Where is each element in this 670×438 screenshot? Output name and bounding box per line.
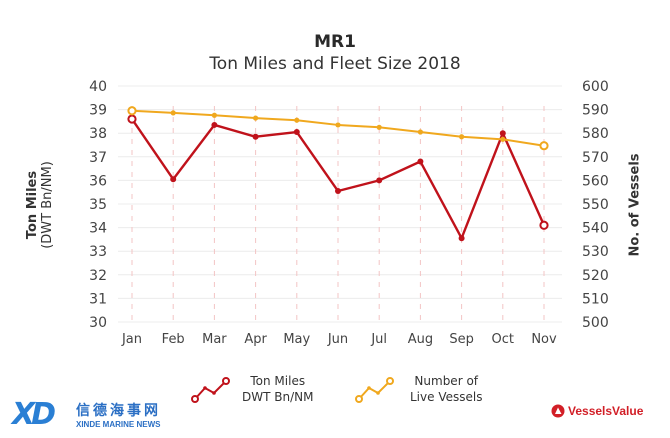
xinde-marine-news-logo: XD 信德海事网 XINDE MARINE NEWS: [12, 397, 161, 432]
data-point: [500, 136, 506, 142]
data-point: [127, 114, 137, 124]
y-left-tick-label: 39: [89, 103, 107, 119]
y-right-tick-label: 580: [582, 126, 609, 142]
data-point: [293, 129, 300, 136]
data-point: [211, 121, 218, 128]
data-point: [211, 112, 217, 118]
x-axis-ticks: Jan Feb Mar Apr May Jun Jul Aug Sep Oct Nov: [121, 332, 557, 347]
x-tick-label: Jul: [370, 332, 387, 347]
xd-logo-mark: XD: [12, 397, 56, 432]
y-left-tick-label: 37: [89, 150, 107, 166]
xinde-logo-chinese: 信德海事网: [76, 403, 161, 419]
data-point: [376, 177, 383, 184]
x-tick-label: Jun: [327, 332, 348, 347]
y-axis-right-ticks: 500 510 520 530 540 550 560 570 580 590 600: [582, 79, 609, 331]
y-right-tick-label: 520: [582, 268, 609, 284]
data-point: [417, 158, 424, 165]
x-tick-label: Aug: [408, 332, 433, 347]
data-point: [170, 176, 177, 183]
legend-ton-miles-line-icon: [191, 377, 230, 403]
y-axis-left-ticks: 30 31 32 33 34 35 36 37 38 39 40: [89, 79, 107, 331]
x-tick-label: Jan: [121, 332, 142, 347]
x-tick-label: Oct: [492, 332, 514, 347]
x-tick-label: Sep: [449, 332, 474, 347]
vesselsvalue-logo: VesselsValue: [551, 404, 643, 418]
x-tick-label: Nov: [531, 332, 557, 347]
legend-ton-miles-line2: DWT Bn/NM: [242, 390, 314, 404]
y-right-tick-label: 510: [582, 291, 609, 307]
legend-ton-miles-label: Ton Miles DWT Bn/NM: [242, 373, 313, 405]
series-ton-miles: [127, 114, 549, 242]
y-left-tick-label: 35: [89, 197, 107, 213]
data-point: [170, 110, 176, 116]
vertical-dashed-gridlines: [131, 106, 545, 322]
vesselsvalue-logo-icon: [551, 404, 565, 418]
data-point: [335, 188, 341, 195]
y-right-tick-label: 540: [582, 221, 609, 237]
y-left-tick-label: 34: [89, 221, 107, 237]
y-axis-left-title: Ton Miles (DWT Bn/NM): [25, 161, 55, 249]
y-left-tick-label: 33: [89, 244, 107, 260]
y-right-tick-label: 570: [582, 150, 609, 166]
y-left-tick-label: 32: [89, 268, 107, 284]
legend-live-vessels-line2: Live Vessels: [410, 390, 483, 404]
data-point: [539, 220, 549, 230]
y-right-tick-label: 600: [582, 79, 609, 95]
data-point: [417, 129, 423, 135]
series-live-vessels: [127, 106, 549, 151]
y-left-tick-label: 40: [89, 79, 107, 95]
y-right-tick-label: 590: [582, 103, 609, 119]
chart-subtitle: Ton Miles and Fleet Size 2018: [209, 54, 461, 74]
x-tick-label: Apr: [244, 332, 267, 347]
data-point: [539, 141, 549, 151]
legend-live-vessels-label: Number of Live Vessels: [410, 373, 482, 405]
data-point: [252, 133, 259, 140]
y-axis-left-title-line2: (DWT Bn/NM): [40, 161, 55, 249]
y-right-tick-label: 500: [582, 315, 609, 331]
gridlines: [118, 85, 562, 323]
y-left-tick-label: 30: [89, 315, 107, 331]
data-point: [459, 134, 465, 140]
x-tick-label: Mar: [202, 332, 227, 347]
data-point: [253, 115, 259, 121]
y-axis-left-title-line1: Ton Miles: [25, 170, 40, 240]
data-point: [294, 117, 300, 123]
data-point: [499, 130, 506, 137]
x-tick-label: May: [283, 332, 310, 347]
data-point: [376, 124, 382, 130]
data-point: [335, 122, 341, 128]
y-axis-right-title: No. of Vessels: [627, 153, 643, 257]
y-right-tick-label: 530: [582, 244, 609, 260]
y-left-tick-label: 36: [89, 173, 107, 189]
series-group: [127, 106, 549, 242]
legend-item-live-vessels: Number of Live Vessels: [354, 373, 482, 405]
y-right-tick-label: 560: [582, 173, 609, 189]
chart-title: MR1: [314, 32, 356, 52]
legend-ton-miles-line1: Ton Miles: [250, 374, 306, 388]
legend-live-vessels-line-icon: [355, 377, 394, 403]
data-point: [127, 106, 137, 116]
vesselsvalue-logo-text: VesselsValue: [568, 404, 644, 418]
data-point: [458, 235, 465, 242]
xinde-logo-english: XINDE MARINE NEWS: [76, 420, 161, 429]
y-left-tick-label: 31: [89, 291, 107, 307]
legend-item-ton-miles: Ton Miles DWT Bn/NM: [190, 373, 313, 405]
y-right-tick-label: 550: [582, 197, 609, 213]
y-left-tick-label: 38: [89, 126, 107, 142]
legend-live-vessels-line1: Number of: [414, 374, 479, 388]
x-tick-label: Feb: [162, 332, 185, 347]
